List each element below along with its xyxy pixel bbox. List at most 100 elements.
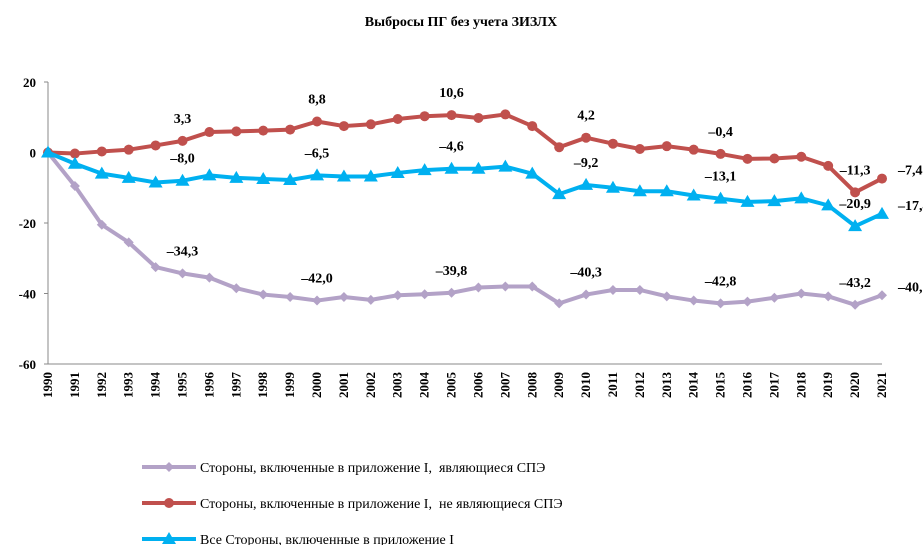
data-point xyxy=(69,148,80,159)
x-tick-label: 2013 xyxy=(659,372,674,399)
data-point xyxy=(823,160,834,171)
legend-label: Стороны, включенные в приложение I, не я… xyxy=(200,497,563,512)
data-point xyxy=(473,112,484,123)
data-label: –4,6 xyxy=(438,140,464,155)
data-point xyxy=(554,142,565,153)
data-point xyxy=(875,206,889,219)
data-point xyxy=(231,283,242,294)
data-point xyxy=(150,262,161,273)
data-point xyxy=(417,163,432,176)
x-tick-label: 2019 xyxy=(820,372,835,399)
data-label: –0,4 xyxy=(707,125,733,140)
y-tick-label: -40 xyxy=(19,287,36,302)
data-point xyxy=(607,284,618,295)
data-point xyxy=(41,145,55,158)
data-point xyxy=(444,161,459,174)
legend-marker xyxy=(162,532,176,544)
x-tick-label: 1996 xyxy=(201,372,216,399)
data-point xyxy=(850,299,861,310)
x-tick-label: 2006 xyxy=(470,372,485,399)
data-point xyxy=(123,237,134,248)
data-point xyxy=(229,170,244,183)
data-point xyxy=(500,109,511,120)
data-point xyxy=(446,110,457,121)
x-tick-label: 1998 xyxy=(255,372,270,399)
x-tick-label: 1992 xyxy=(94,372,109,398)
legend-label: Стороны, включенные в приложение I, явля… xyxy=(200,461,545,476)
data-point xyxy=(794,191,809,204)
data-point xyxy=(850,187,861,198)
data-label: –42,0 xyxy=(300,272,333,287)
data-point xyxy=(659,184,674,197)
data-point xyxy=(363,169,378,182)
data-point xyxy=(256,171,271,184)
x-tick-label: 2016 xyxy=(739,372,754,399)
data-point xyxy=(121,170,136,183)
data-point xyxy=(312,295,323,306)
data-point xyxy=(552,187,567,200)
data-point xyxy=(283,172,298,185)
data-label: –34,3 xyxy=(166,244,199,259)
data-point xyxy=(821,198,836,211)
data-point xyxy=(500,281,511,292)
data-point xyxy=(150,140,161,151)
data-label: –17,4 xyxy=(897,199,923,214)
data-point xyxy=(581,132,592,143)
x-tick-label: 1997 xyxy=(228,372,243,399)
x-tick-label: 2021 xyxy=(874,372,889,398)
data-label: –8,0 xyxy=(169,152,195,167)
x-tick-label: 2011 xyxy=(605,372,620,397)
data-point xyxy=(285,292,296,303)
y-tick-label: 20 xyxy=(23,75,36,90)
data-point xyxy=(392,114,403,125)
data-point xyxy=(338,292,349,303)
data-point xyxy=(471,161,486,174)
data-label: –40,5 xyxy=(897,280,923,295)
data-point xyxy=(336,169,351,182)
x-tick-label: 2018 xyxy=(793,372,808,399)
data-point xyxy=(769,153,780,164)
data-point xyxy=(96,146,107,157)
data-point xyxy=(392,290,403,301)
legend-marker xyxy=(164,498,174,508)
data-point xyxy=(740,194,755,207)
data-point xyxy=(69,180,80,191)
y-tick-label: -20 xyxy=(19,216,36,231)
data-point xyxy=(419,111,430,122)
data-point xyxy=(877,290,887,301)
x-tick-label: 1994 xyxy=(148,372,163,399)
data-point xyxy=(769,292,780,303)
data-point xyxy=(258,125,269,136)
data-point xyxy=(688,295,699,306)
x-tick-label: 1995 xyxy=(175,372,190,399)
legend-label: Все Стороны, включенные в приложение I xyxy=(200,533,454,545)
data-point xyxy=(848,219,863,232)
x-tick-label: 1990 xyxy=(40,372,55,398)
data-point xyxy=(202,168,217,181)
data-point xyxy=(554,298,565,309)
data-label: –6,5 xyxy=(304,146,330,161)
data-label: –11,3 xyxy=(839,163,871,178)
x-tick-label: 1993 xyxy=(121,372,136,399)
x-tick-label: 2017 xyxy=(766,372,781,399)
data-label: 8,8 xyxy=(308,92,326,107)
data-label: –43,2 xyxy=(838,276,871,291)
data-point xyxy=(338,121,349,132)
data-point xyxy=(148,175,163,188)
chart-title: Выбросы ПГ без учета ЗИЗЛХ xyxy=(365,15,557,30)
data-point xyxy=(688,144,699,155)
x-tick-label: 2008 xyxy=(524,372,539,399)
data-point xyxy=(204,127,215,138)
data-point xyxy=(579,177,594,190)
data-point xyxy=(498,159,513,172)
data-label: 3,3 xyxy=(174,112,192,127)
data-label: –20,9 xyxy=(838,197,871,212)
data-point xyxy=(67,156,82,169)
x-tick-label: 2004 xyxy=(417,372,432,399)
data-point xyxy=(310,168,325,181)
data-label: 10,6 xyxy=(439,86,464,101)
data-point xyxy=(258,289,269,300)
series-line xyxy=(47,150,883,229)
data-point xyxy=(527,281,538,292)
